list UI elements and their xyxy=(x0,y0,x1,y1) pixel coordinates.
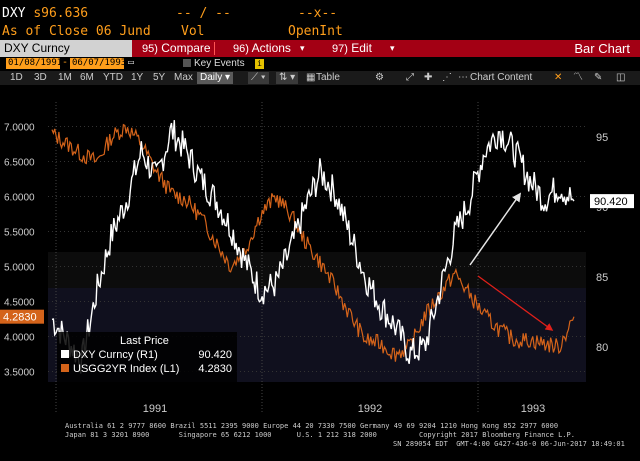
period-1d[interactable]: 1D xyxy=(10,72,23,83)
dxy-last-value: 90.420 xyxy=(594,196,628,208)
usgg-last-tag xyxy=(0,309,44,324)
footer-session: SN 289054 EDT GMT-4:00 G427-436-0 06-Jun… xyxy=(393,440,625,448)
left-tick-label: 6.0000 xyxy=(4,193,35,204)
table-icon[interactable]: ▦ xyxy=(306,72,316,83)
command-toolbar: DXY Curncy 95) Compare 96) Actions ▾ 97)… xyxy=(0,40,640,57)
line-style-button[interactable]: ⟋ ▾ xyxy=(248,72,269,84)
left-tick-label: 3.5000 xyxy=(4,368,35,379)
legend-series-name: USGG2YR Index (L1) xyxy=(73,363,179,375)
period-5y[interactable]: 5Y xyxy=(153,72,166,83)
left-tick-label: 7.0000 xyxy=(4,123,35,134)
series-lines xyxy=(51,120,575,374)
right-tick-label: 85 xyxy=(596,272,608,284)
period-1m[interactable]: 1M xyxy=(58,72,72,83)
legend-title: Last Price xyxy=(120,335,169,347)
legend-series-name: DXY Curncy (R1) xyxy=(73,349,158,361)
asof-line: As of Close 06 Jund xyxy=(2,24,151,39)
last-price: 96.636 xyxy=(41,6,89,21)
edit-button[interactable]: 97) Edit xyxy=(332,41,372,55)
last-value-tags: 90.420 4.2830 xyxy=(0,194,634,324)
ticker-line: DXY s96.636 xyxy=(2,6,88,21)
annotation-arrows xyxy=(469,192,554,331)
footer-contacts-2: Japan 81 3 3201 8900 Singapore 65 6212 1… xyxy=(65,431,575,439)
zoom-icon[interactable]: ⤢ xyxy=(406,72,414,83)
actions-dropdown-icon[interactable]: ▾ xyxy=(300,43,305,53)
toolbar-divider xyxy=(214,42,215,55)
camera-icon[interactable]: ◫ xyxy=(616,72,626,83)
usgg2yr-line xyxy=(51,123,575,362)
dxy-line xyxy=(51,120,575,374)
period-3d[interactable]: 3D xyxy=(34,72,47,83)
legend: Last Price DXY Curncy (R1) 90.420 USGG2YR I… xyxy=(57,332,237,382)
legend-swatch xyxy=(61,364,69,372)
info-icon[interactable]: i xyxy=(255,59,264,69)
legend-swatch xyxy=(61,350,69,358)
openint-label: OpenInt xyxy=(288,24,343,39)
frequency-select[interactable]: Daily ▾ xyxy=(197,72,234,84)
chart-type-label[interactable]: Bar Chart xyxy=(574,41,630,56)
downtrend-arrow xyxy=(477,275,554,331)
right-tick-label: 95 xyxy=(596,132,608,144)
x-tick-label: 1992 xyxy=(358,403,382,415)
trend-icon[interactable]: 〽 xyxy=(573,72,583,83)
compare-button[interactable]: 95) Compare xyxy=(142,41,211,55)
left-tick-label: 5.5000 xyxy=(4,228,35,239)
legend-series-value: 4.2830 xyxy=(198,363,232,375)
pointer-icon[interactable]: ✚ xyxy=(424,72,433,83)
left-tick-label: 6.5000 xyxy=(4,158,35,169)
date-range-row: 01/08/1991 - 06/07/1993 ▭ Key Events i xyxy=(0,57,640,71)
left-axis: 7.0000 6.5000 6.0000 5.5000 5.0000 4.5000 4.00… xyxy=(4,123,35,379)
cross-icon[interactable]: ✕ xyxy=(554,72,563,83)
x-tick-label: 1993 xyxy=(521,403,545,415)
draw-icon[interactable]: ✎ xyxy=(594,72,603,83)
annotate-icon[interactable]: ⋰ xyxy=(442,72,452,83)
ticker: DXY xyxy=(2,6,26,21)
period-1y[interactable]: 1Y xyxy=(131,72,144,83)
price-chart[interactable]: 7.0000 6.5000 6.0000 5.5000 5.0000 4.5000 4.00… xyxy=(0,90,640,418)
left-tick-label: 4.5000 xyxy=(4,298,35,309)
indicator-button[interactable]: ⇅ ▾ xyxy=(276,72,299,84)
chart-content-button[interactable]: Chart Content xyxy=(470,72,533,83)
legend-series-value: 90.420 xyxy=(198,349,232,361)
right-axis: 95908580 xyxy=(596,132,608,354)
period-ytd[interactable]: YTD xyxy=(103,72,123,83)
x-axis: 1991 1992 1993 xyxy=(143,403,545,415)
uptrend-arrow xyxy=(469,192,522,266)
period-max[interactable]: Max xyxy=(174,72,193,83)
left-tick-label: 5.0000 xyxy=(4,263,35,274)
actions-button[interactable]: 96) Actions xyxy=(233,41,291,55)
left-tick-label: 4.0000 xyxy=(4,333,35,344)
period-6m[interactable]: 6M xyxy=(80,72,94,83)
chart-content-icon[interactable]: ⋯ xyxy=(458,72,468,83)
footer-contacts-1: Australia 61 2 9777 8600 Brazil 5511 239… xyxy=(65,422,559,430)
price-prefix: s xyxy=(33,6,42,21)
checkbox-icon[interactable] xyxy=(183,59,191,67)
header-mid-1: -- / -- xyxy=(176,6,231,21)
dxy-last-tag xyxy=(590,194,634,209)
usgg-last-value: 4.2830 xyxy=(3,312,37,324)
start-date-field[interactable]: 01/08/1991 xyxy=(6,58,63,69)
band-top xyxy=(48,102,586,252)
right-tick-label: 80 xyxy=(596,342,608,354)
end-date-field[interactable]: 06/07/1993 xyxy=(70,58,127,69)
table-button[interactable]: Table xyxy=(316,72,340,83)
key-events-toggle[interactable]: Key Events xyxy=(183,57,245,71)
header-mid-2: --x-- xyxy=(298,6,338,21)
calendar-icon[interactable]: ▭ xyxy=(128,57,135,68)
date-separator: - xyxy=(62,57,69,68)
volume-label: Vol xyxy=(181,24,205,39)
x-tick-label: 1991 xyxy=(143,403,167,415)
gridlines xyxy=(48,102,586,412)
security-title[interactable]: DXY Curncy xyxy=(0,40,132,57)
legend-box xyxy=(57,332,237,382)
edit-dropdown-icon[interactable]: ▾ xyxy=(390,43,395,53)
period-toolbar: 1D 3D 1M 6M YTD 1Y 5Y Max Daily ▾ ⟋ ▾ ⇅ … xyxy=(0,71,640,85)
settings-icon[interactable]: ⚙ xyxy=(375,72,384,83)
